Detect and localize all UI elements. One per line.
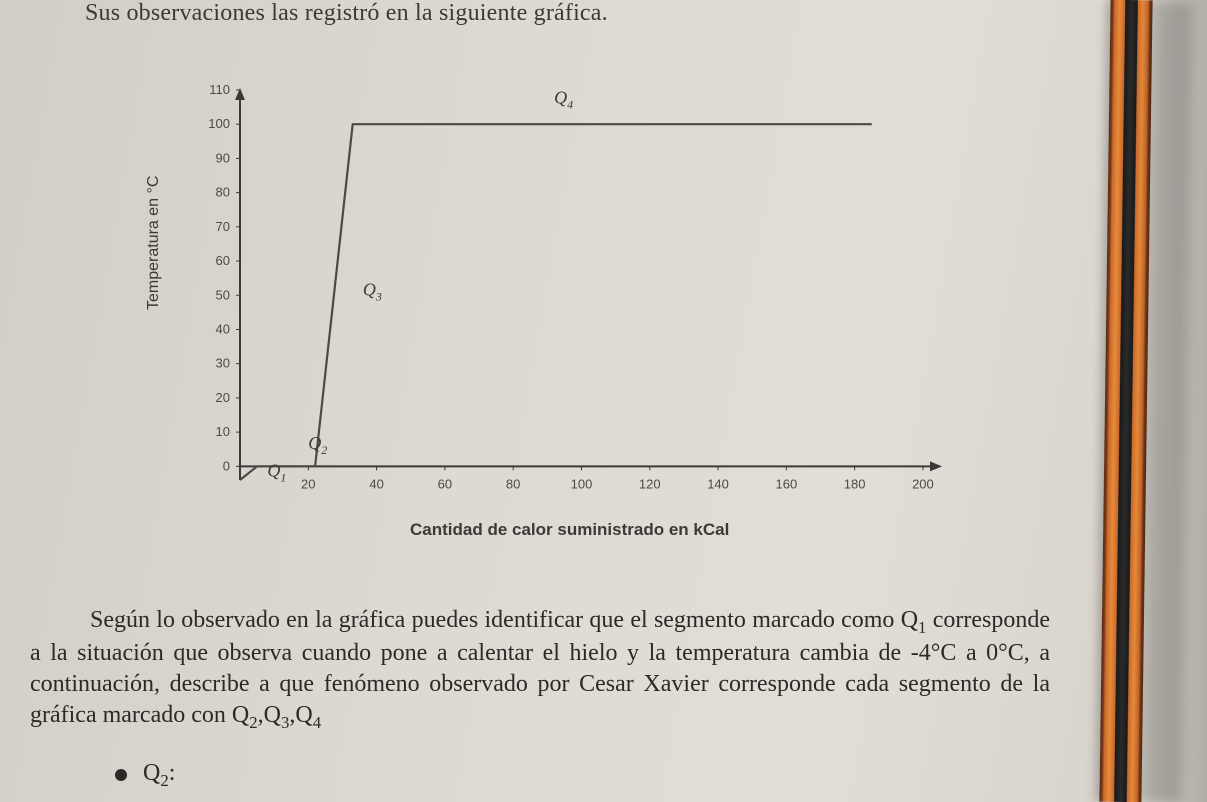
svg-text:Q3: Q3 [363, 279, 382, 303]
svg-text:160: 160 [775, 476, 797, 491]
page-shadow [1137, 0, 1207, 802]
svg-text:60: 60 [438, 476, 452, 491]
svg-text:40: 40 [216, 321, 230, 336]
intro-sentence: Sus observaciones las registró en la sig… [85, 0, 1085, 27]
x-axis-label: Cantidad de calor suministrado en kCal [410, 520, 729, 540]
chart-svg: 0 10 20 30 40 50 60 70 80 90 100 110 20 40 60 80 100 120 1… [150, 80, 970, 550]
svg-text:Q2: Q2 [308, 433, 327, 457]
svg-text:20: 20 [216, 390, 230, 405]
page-root: Sus observaciones las registró en la sig… [0, 0, 1207, 802]
svg-text:Q1: Q1 [267, 461, 286, 485]
svg-text:200: 200 [912, 476, 934, 491]
heating-curve-chart: Temperatura en °C 0102030405060708090100… [150, 80, 970, 540]
svg-text:20: 20 [301, 476, 315, 491]
svg-text:180: 180 [844, 476, 866, 491]
svg-text:70: 70 [216, 219, 230, 234]
svg-text:110: 110 [209, 82, 230, 97]
bullet-icon [115, 769, 127, 781]
svg-text:40: 40 [369, 476, 383, 491]
svg-text:80: 80 [216, 185, 230, 200]
svg-text:10: 10 [216, 424, 230, 439]
svg-text:100: 100 [208, 116, 230, 131]
svg-text:80: 80 [506, 476, 520, 491]
svg-text:120: 120 [639, 476, 661, 491]
svg-text:140: 140 [707, 476, 729, 491]
svg-text:0: 0 [223, 458, 230, 473]
svg-text:100: 100 [571, 476, 593, 491]
answer-bullet-q2: Q2: [115, 760, 175, 791]
svg-text:90: 90 [216, 150, 230, 165]
question-paragraph: Según lo observado en la gráfica puedes … [30, 605, 1050, 733]
svg-text:Q4: Q4 [554, 88, 573, 112]
svg-text:30: 30 [216, 356, 230, 371]
bullet-text: Q2: [143, 760, 175, 791]
svg-text:50: 50 [216, 287, 230, 302]
svg-text:60: 60 [216, 253, 230, 268]
